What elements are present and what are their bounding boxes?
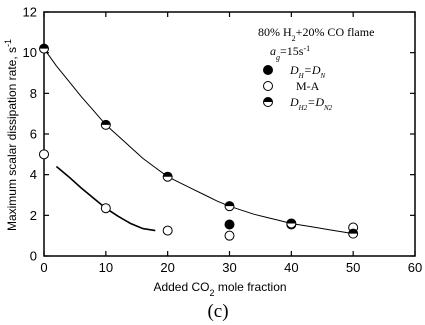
x-tick-label: 0 [40,260,47,275]
y-tick-label: 10 [23,45,37,60]
data-points [39,43,359,241]
point-half-filled [286,218,297,229]
point-open [162,225,173,236]
point-half-filled [348,228,359,239]
point-open [224,230,235,241]
point-half-filled [224,201,235,212]
y-tick-label: 8 [30,86,37,101]
y-axis-label: Maximum scalar dissipation rate, s-1 [3,39,19,231]
x-tick-label: 40 [284,260,298,275]
point-open [100,203,111,214]
x-tick-label: 10 [99,260,113,275]
legend-label-dh2-dn2: DH2=DN2 [289,95,333,112]
annotation-strain-rate: ag=15s-1 [270,44,310,62]
legend-label-dh-dn: DH=DN [289,63,326,80]
point-open [39,149,49,160]
point-half-filled [39,43,49,54]
y-tick-label: 6 [30,127,37,142]
point-half-filled [100,119,111,130]
x-tick-label: 30 [222,260,236,275]
y-tick-label: 0 [30,249,37,264]
legend-label-ma: M-A [296,79,320,93]
y-tick-label: 12 [23,5,37,20]
x-tick-label: 20 [160,260,174,275]
y-tick-label: 4 [30,167,37,182]
point-filled [224,219,235,230]
x-tick-label: 50 [346,260,360,275]
legend-marker-open [263,81,273,91]
y-tick-label: 2 [30,208,37,223]
panel-label: (c) [207,301,228,322]
legend-marker-half [263,97,273,107]
point-half-filled [162,171,173,182]
plot-frame [43,11,416,257]
legend: DH=DN M-A DH2=DN2 [263,63,333,112]
annotation-flame: 80% H2+20% CO flame [258,25,374,43]
legend-marker-filled [263,65,273,75]
fit-curve [43,48,354,235]
fit-curve [55,165,156,232]
x-axis-label: Added CO2 mole fraction [153,280,286,298]
x-tick-label: 60 [408,260,422,275]
axes: 0 10 20 30 40 50 60 0 2 4 6 8 10 12 [23,5,423,276]
